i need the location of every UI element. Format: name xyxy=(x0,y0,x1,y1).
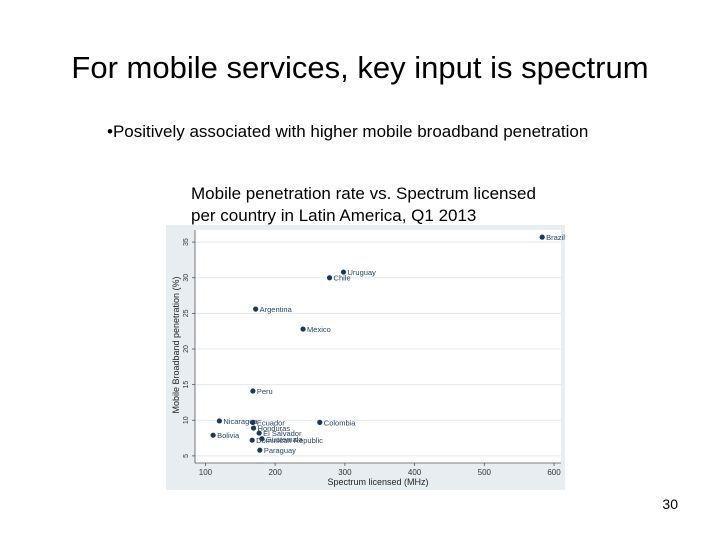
point-label: Honduras xyxy=(258,424,291,433)
data-point xyxy=(256,430,262,436)
point-label: Argentina xyxy=(260,305,293,314)
point-label: Uruguay xyxy=(347,268,376,277)
point-label: Bolivia xyxy=(217,431,240,440)
x-tick-label: 100 xyxy=(199,468,213,477)
x-tick-label: 600 xyxy=(547,468,561,477)
x-tick-label: 500 xyxy=(478,468,492,477)
x-tick-label: 400 xyxy=(408,468,422,477)
y-tick-label: 25 xyxy=(183,309,190,317)
data-point xyxy=(216,418,222,424)
data-point xyxy=(253,306,259,312)
y-axis-label: Mobile Broadband penetration (%) xyxy=(171,276,181,413)
data-point xyxy=(250,419,256,425)
x-axis-label: Spectrum licensed (MHz) xyxy=(327,477,428,487)
plot-area xyxy=(195,230,561,463)
y-tick-label: 15 xyxy=(183,381,190,389)
data-point xyxy=(250,388,256,394)
point-label: Chile xyxy=(334,274,351,283)
axes: 100 200 300 400 500 600 5 10 15 20 25 30 35 xyxy=(183,230,561,477)
caption-line-2: per country in Latin America, Q1 2013 xyxy=(191,206,477,225)
point-label: Ecuador xyxy=(257,418,285,427)
chart-caption: Mobile penetration rate vs. Spectrum lic… xyxy=(191,183,611,227)
bullet-point: •Positively associated with higher mobil… xyxy=(107,122,589,141)
data-point xyxy=(259,436,265,442)
data-point xyxy=(249,437,255,443)
y-tick-label: 30 xyxy=(183,274,190,282)
point-label: Colombia xyxy=(324,418,357,427)
data-point xyxy=(250,425,257,431)
data-point xyxy=(317,419,323,425)
gridlines xyxy=(195,241,561,457)
caption-line-1: Mobile penetration rate vs. Spectrum lic… xyxy=(191,184,536,203)
point-label: Dominican Republic xyxy=(256,436,323,445)
point-label: Guatemala xyxy=(266,435,304,444)
point-label: Mexico xyxy=(307,325,331,334)
x-tick-label: 200 xyxy=(268,468,282,477)
data-point xyxy=(210,432,216,438)
point-label: Peru xyxy=(257,387,273,396)
data-point xyxy=(340,269,347,275)
point-label: El Salvador xyxy=(263,429,302,438)
y-tick-label: 20 xyxy=(183,345,190,353)
x-tick-label: 300 xyxy=(338,468,352,477)
page-number: 30 xyxy=(662,496,678,512)
data-point xyxy=(257,447,263,453)
data-point xyxy=(539,234,545,240)
y-tick-label: 5 xyxy=(183,454,190,458)
y-tick-label: 35 xyxy=(183,238,190,246)
scatter-chart: 100 200 300 400 500 600 5 10 15 20 25 30 35 Brazil Ur… xyxy=(166,225,565,490)
data-point xyxy=(326,275,333,281)
point-label: Paraguay xyxy=(264,446,296,455)
point-label: Nicaragua xyxy=(223,417,258,426)
point-label: Brazil xyxy=(546,233,565,242)
slide-title: For mobile services, key input is spectr… xyxy=(71,50,649,85)
y-tick-label: 10 xyxy=(183,416,190,424)
data-point xyxy=(300,326,306,332)
